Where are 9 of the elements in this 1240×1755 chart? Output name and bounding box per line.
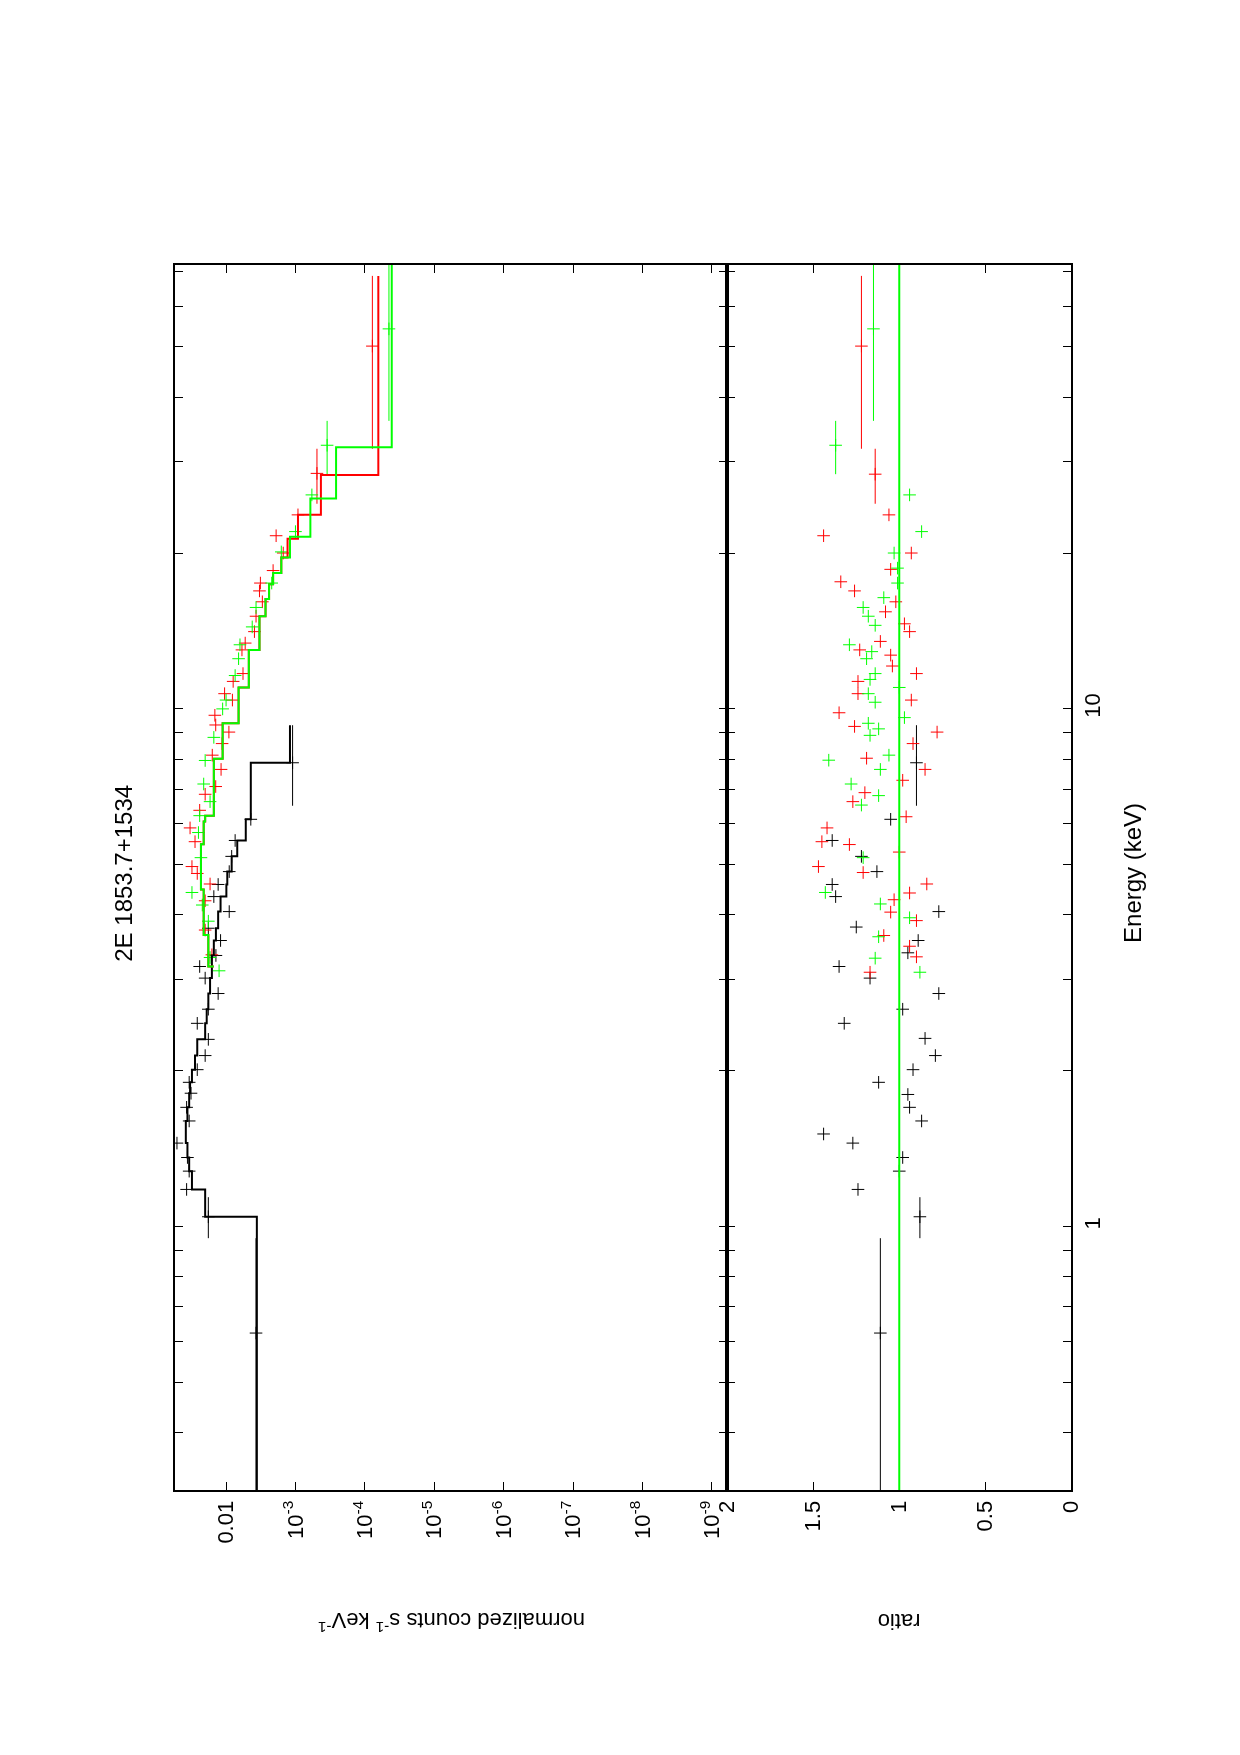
x-tick-label: 1.5: [800, 1500, 826, 1532]
x-tick-label: 0: [1058, 1500, 1084, 1514]
x-tick-label: 0.01: [213, 1500, 239, 1544]
y-axis-title: Energy (keV): [1118, 802, 1146, 943]
x-tick-label: 0.5: [972, 1500, 998, 1532]
y-tick-label: 10: [1079, 693, 1105, 718]
text: 2E 1853.7+1534: [109, 784, 137, 962]
x-tick-label: 1: [886, 1500, 912, 1514]
x-axis-title: ratio: [877, 1609, 921, 1634]
